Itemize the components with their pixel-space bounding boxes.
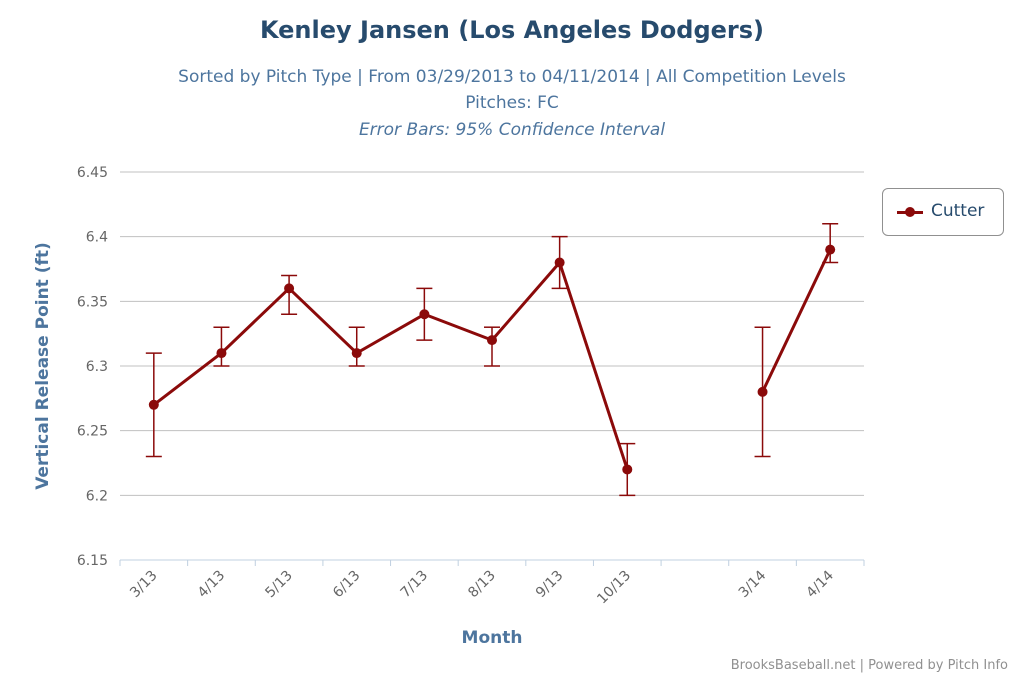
y-axis-ticks: 6.45 6.4 6.35 6.3 6.25 6.2 6.15 <box>77 165 108 569</box>
chart-subtitle: Sorted by Pitch Type | From 03/29/2013 t… <box>178 67 846 87</box>
legend-marker-icon <box>905 207 915 217</box>
error-bar <box>213 326 230 367</box>
y-tick-label: 6.3 <box>86 359 108 375</box>
x-tick-label: 4/13 <box>195 568 229 602</box>
y-tick-label: 6.35 <box>77 294 108 310</box>
error-bar <box>484 326 500 367</box>
x-tick-label: 8/13 <box>465 568 499 602</box>
data-point <box>554 257 565 268</box>
data-point <box>419 309 430 320</box>
y-tick-label: 6.15 <box>77 553 108 569</box>
data-point <box>148 399 159 410</box>
grid-lines <box>120 171 864 496</box>
error-bar <box>281 274 298 316</box>
x-tick-label: 6/13 <box>330 568 364 602</box>
x-tick-label: 4/14 <box>803 567 837 601</box>
y-tick-label: 6.45 <box>77 165 108 181</box>
data-point <box>825 244 836 255</box>
data-point <box>622 464 633 475</box>
pitches-label: Pitches: FC <box>465 93 559 113</box>
x-tick-label: 9/13 <box>533 568 567 602</box>
data-point <box>757 386 768 397</box>
data-point <box>487 335 497 346</box>
series-line <box>152 261 629 470</box>
legend-item-cutter[interactable]: Cutter <box>931 201 985 221</box>
chart-title: Kenley Jansen (Los Angeles Dodgers) <box>259 16 765 44</box>
legend[interactable]: Cutter <box>882 188 1004 236</box>
x-tick-label: 3/13 <box>127 568 161 602</box>
data-point <box>351 348 362 359</box>
data-point <box>284 283 295 294</box>
error-bars-note: Error Bars: 95% Confidence Interval <box>358 120 666 140</box>
series-cutter <box>145 222 839 497</box>
data-point <box>216 348 227 359</box>
y-tick-label: 6.2 <box>86 488 108 504</box>
x-axis-title: Month <box>462 628 523 648</box>
x-tick-label: 7/13 <box>398 568 432 602</box>
y-axis-title: Vertical Release Point (ft) <box>33 242 53 490</box>
credits[interactable]: BrooksBaseball.net | Powered by Pitch In… <box>730 658 1008 673</box>
x-tick-label: 3/14 <box>736 567 770 601</box>
x-tick-label: 5/13 <box>262 568 296 602</box>
x-axis: 3/13 4/13 5/13 6/13 7/13 8/13 9/13 10/13 3/14 4/1… <box>119 559 865 608</box>
series-line <box>761 248 832 393</box>
y-tick-label: 6.4 <box>86 230 108 246</box>
error-bar <box>348 326 365 367</box>
y-tick-label: 6.25 <box>77 424 108 440</box>
x-tick-label: 10/13 <box>594 568 634 608</box>
error-bar <box>822 222 839 264</box>
